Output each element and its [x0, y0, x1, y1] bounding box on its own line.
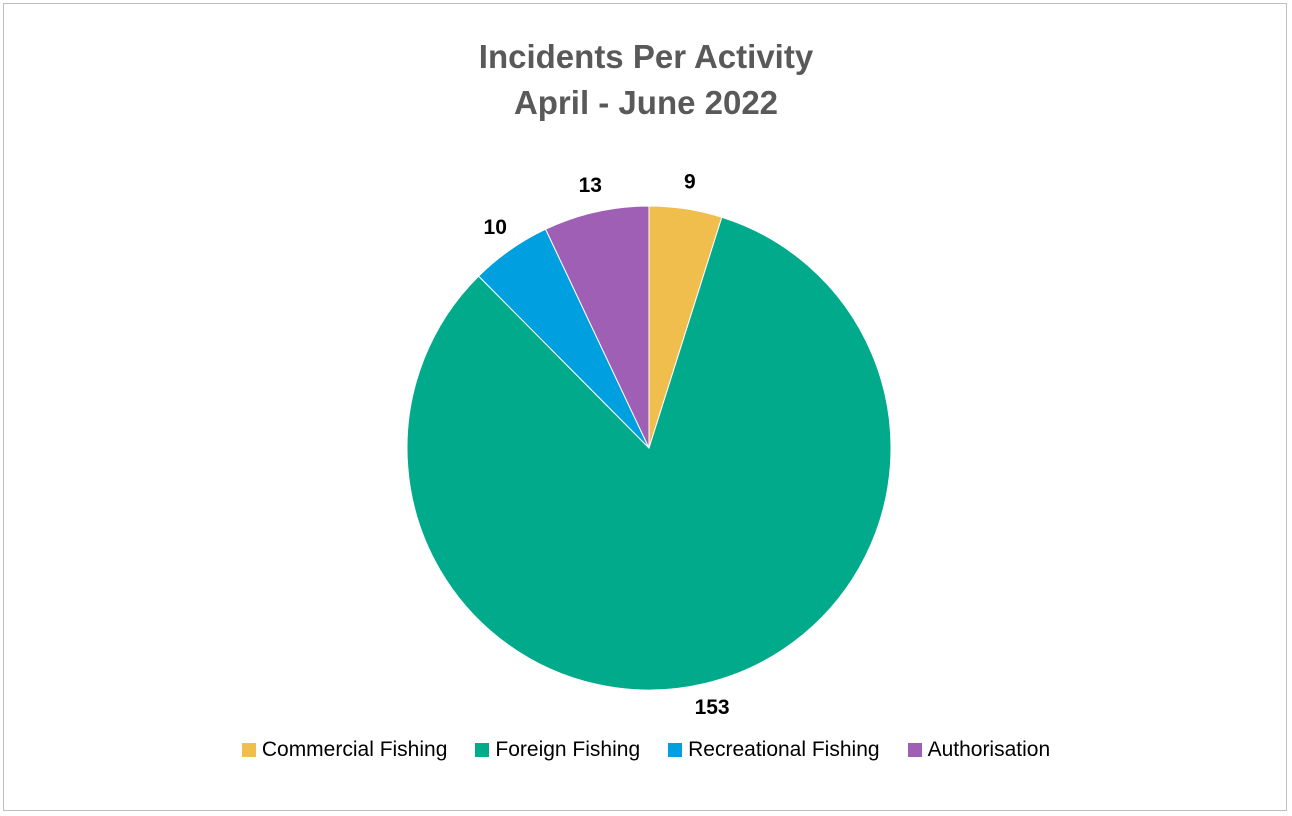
legend-swatch-commercial-fishing — [241, 743, 256, 757]
legend-swatch-authorisation — [907, 743, 922, 757]
legend-swatch-foreign-fishing — [475, 743, 490, 757]
data-label-recreational-fishing: 10 — [484, 216, 507, 239]
data-label-authorisation: 13 — [579, 174, 602, 197]
legend-swatch-recreational-fishing — [668, 743, 683, 757]
pie-data-labels: 9 153 10 13 — [484, 171, 730, 719]
legend-item-commercial-fishing: Commercial Fishing — [241, 738, 448, 762]
pie-slice-authorisation — [544, 205, 650, 449]
chart-title: Incidents Per Activity April - June 2022 — [0, 34, 1292, 126]
legend-label-commercial-fishing: Commercial Fishing — [261, 738, 448, 761]
chart-title-line-1: Incidents Per Activity — [478, 38, 814, 75]
data-label-commercial-fishing: 9 — [684, 171, 696, 194]
legend-label-recreational-fishing: Recreational Fishing — [688, 738, 880, 761]
legend-label-foreign-fishing: Foreign Fishing — [495, 738, 641, 761]
chart-legend: Commercial Fishing Foreign Fishing Recre… — [0, 738, 1292, 762]
legend-item-recreational-fishing: Recreational Fishing — [668, 738, 880, 762]
legend-item-authorisation: Authorisation — [907, 738, 1051, 762]
pie-slice-foreign-fishing — [406, 216, 892, 691]
chart-title-line-2: April - June 2022 — [513, 84, 779, 121]
data-label-foreign-fishing: 153 — [695, 696, 730, 719]
pie-slices — [406, 205, 892, 691]
legend-label-authorisation: Authorisation — [927, 738, 1051, 761]
legend-item-foreign-fishing: Foreign Fishing — [475, 738, 640, 762]
